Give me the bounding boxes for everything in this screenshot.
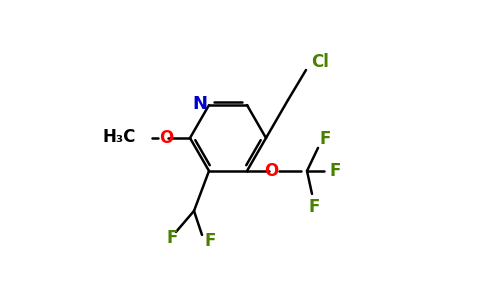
Text: F: F	[308, 198, 320, 216]
Text: Cl: Cl	[311, 53, 329, 71]
Text: H₃C: H₃C	[103, 128, 136, 146]
Text: F: F	[319, 130, 331, 148]
Text: F: F	[166, 229, 178, 247]
Text: F: F	[204, 232, 216, 250]
Text: N: N	[193, 95, 208, 113]
Text: O: O	[159, 129, 173, 147]
Text: F: F	[329, 162, 341, 180]
Text: O: O	[264, 162, 278, 180]
